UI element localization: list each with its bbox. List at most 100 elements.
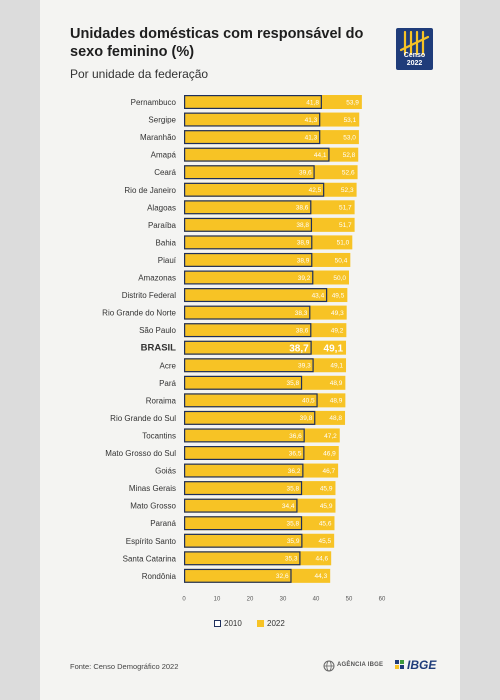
data-label-2022: 51,7 (339, 205, 352, 212)
bar-2022 (184, 410, 346, 425)
bar-2010 (184, 551, 301, 566)
data-label-2010: 41,3 (305, 117, 318, 124)
data-label-2022: 48,8 (329, 415, 342, 422)
legend-swatch-2022 (257, 620, 264, 627)
category-label: Amapá (151, 151, 177, 160)
category-label: Maranhão (140, 133, 177, 142)
data-label-2010: 35,8 (286, 521, 299, 528)
data-label-2022: 47,2 (324, 433, 337, 440)
bar-2022 (184, 533, 335, 548)
chart-title: Unidades domésticas com responsável do s… (70, 26, 364, 60)
bar-2010 (184, 533, 303, 548)
bar-2022 (184, 200, 355, 215)
data-label-2010: 39,6 (299, 170, 312, 177)
category-label: Rio Grande do Sul (110, 414, 176, 423)
data-label-2010: 35,9 (287, 538, 300, 545)
data-label-2022: 44,6 (316, 556, 329, 563)
data-label-2010: 38,6 (296, 205, 309, 212)
bar-2022 (184, 568, 331, 583)
bar-2010 (184, 288, 328, 303)
category-label: Bahia (156, 238, 177, 247)
category-label: Mato Grosso do Sul (105, 449, 176, 458)
category-label: Distrito Federal (122, 291, 176, 300)
data-label-2022: 49,2 (331, 327, 344, 334)
globe-icon (323, 660, 335, 672)
ibge-label: IBGE (407, 658, 437, 672)
category-label: Rondônia (142, 572, 177, 581)
data-label-2022: 51,0 (337, 240, 350, 247)
legend-item-2010: 2010 (214, 619, 242, 628)
category-label: Minas Gerais (129, 484, 176, 493)
data-label-2010: 38,7 (289, 343, 309, 354)
data-label-2010: 38,6 (296, 327, 309, 334)
data-label-2010: 39,8 (300, 415, 313, 422)
x-tick-label: 60 (379, 596, 386, 602)
bar-2010 (184, 393, 318, 408)
data-label-2010: 35,3 (285, 556, 298, 563)
category-label: Acre (160, 361, 177, 370)
bar-2022 (184, 340, 347, 355)
category-label: Espírito Santo (126, 537, 177, 546)
bar-2022 (184, 446, 339, 460)
category-label: Paraná (150, 519, 176, 528)
bar-2022 (184, 147, 359, 162)
legend-swatch-2010 (214, 620, 221, 627)
bar-chart: Pernambuco 41,8 53,9 Sergipe 41,3 53,1 Maranhã… (102, 94, 386, 602)
legend-label-2010: 2010 (224, 619, 242, 628)
category-label: Rio Grande do Norte (102, 309, 176, 318)
x-tick-label: 50 (346, 596, 353, 602)
legend-item-2022: 2022 (257, 619, 285, 628)
data-label-2010: 41,8 (306, 99, 319, 106)
data-label-2022: 49,1 (324, 343, 344, 354)
bar-2022 (184, 288, 348, 303)
legend-label-2022: 2022 (267, 619, 285, 628)
category-label: BRASIL (141, 343, 177, 354)
bar-2010 (184, 410, 316, 425)
bar-2022 (184, 305, 347, 320)
data-label-2010: 41,3 (305, 134, 318, 141)
infographic-card: Unidades domésticas com responsável do s… (40, 0, 460, 700)
bar-2010 (184, 463, 304, 478)
category-label: Alagoas (147, 203, 176, 212)
x-tick-label: 40 (313, 596, 320, 602)
x-tick-label: 0 (182, 596, 186, 602)
x-tick-label: 30 (280, 596, 287, 602)
data-label-2022: 49,1 (330, 363, 343, 370)
bar-2010 (184, 147, 330, 162)
bar-2022 (184, 252, 351, 267)
bar-2010 (184, 94, 322, 109)
data-label-2022: 45,5 (318, 538, 331, 545)
data-label-2022: 45,9 (320, 503, 333, 510)
data-label-2010: 38,9 (297, 240, 310, 247)
bar-2022 (184, 165, 358, 180)
data-label-2010: 44,1 (314, 152, 327, 159)
bar-2010 (184, 112, 321, 127)
category-label: Pernambuco (131, 98, 177, 107)
category-label: Tocantins (142, 431, 176, 440)
data-label-2022: 45,9 (320, 485, 333, 492)
bar-2010 (184, 130, 321, 145)
bar-2022 (184, 112, 360, 127)
data-label-2010: 32,6 (276, 573, 289, 580)
bar-2022 (184, 323, 347, 338)
bar-2010 (184, 182, 325, 197)
data-label-2022: 50,4 (335, 257, 348, 264)
data-label-2022: 53,1 (344, 117, 357, 124)
bar-2010 (184, 375, 303, 390)
category-label: Roraima (146, 396, 177, 405)
bar-2010 (184, 217, 313, 232)
bar-2010 (184, 446, 305, 461)
agencia-label: AGÊNCIA IBGE (337, 662, 384, 668)
data-label-2022: 46,9 (323, 450, 336, 457)
category-label: Ceará (154, 168, 176, 177)
data-label-2010: 39,2 (298, 275, 311, 282)
censo-tally-icon (399, 30, 430, 56)
data-label-2010: 36,5 (289, 450, 302, 457)
data-label-2010: 43,4 (312, 292, 325, 299)
bar-2010 (184, 481, 303, 496)
data-label-2022: 52,3 (341, 187, 354, 194)
data-label-2022: 53,9 (346, 99, 359, 106)
data-label-2010: 36,6 (289, 433, 302, 440)
category-label: Pará (159, 379, 176, 388)
data-label-2022: 44,3 (315, 573, 328, 580)
